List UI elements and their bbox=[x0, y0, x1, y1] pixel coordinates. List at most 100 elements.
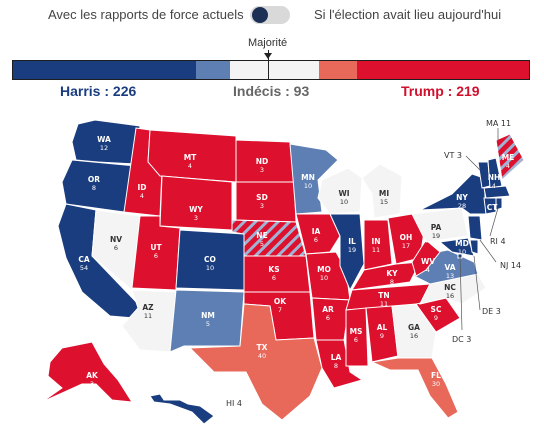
state-ut[interactable] bbox=[131, 215, 181, 291]
state-in[interactable] bbox=[363, 219, 393, 271]
state-ev-ak: 3 bbox=[90, 380, 94, 388]
state-ev-ca: 54 bbox=[80, 264, 88, 272]
state-label-ok: OK bbox=[274, 297, 287, 306]
state-ct[interactable] bbox=[483, 197, 497, 215]
state-ev-nd: 3 bbox=[260, 166, 264, 174]
state-ev-al: 9 bbox=[380, 332, 384, 340]
state-mi[interactable] bbox=[361, 163, 403, 219]
state-label-ct: CT bbox=[487, 203, 499, 212]
state-ma[interactable] bbox=[483, 185, 511, 199]
state-ev-fl: 30 bbox=[432, 380, 440, 388]
state-label-fl: FL bbox=[431, 371, 441, 380]
state-label-tx: TX bbox=[257, 343, 268, 352]
state-tx[interactable] bbox=[188, 303, 323, 421]
scenario-toggle-row: Avec les rapports de force actuels Si l'… bbox=[0, 0, 544, 30]
state-wa[interactable] bbox=[71, 119, 141, 165]
state-ev-mo: 10 bbox=[320, 274, 328, 282]
state-or[interactable] bbox=[61, 159, 137, 213]
state-ev-ny: 28 bbox=[458, 202, 466, 210]
state-ev-oh: 17 bbox=[402, 242, 410, 250]
state-label-me: ME bbox=[502, 153, 515, 162]
state-label-al: AL bbox=[377, 323, 388, 332]
bar-segment-trump-lean bbox=[318, 61, 358, 79]
state-label-mo: MO bbox=[317, 265, 331, 274]
state-nj[interactable] bbox=[467, 215, 483, 241]
state-label-ky: KY bbox=[386, 269, 398, 278]
state-ev-wv: 4 bbox=[426, 266, 430, 274]
state-pa[interactable] bbox=[411, 207, 469, 243]
state-ev-az: 11 bbox=[144, 312, 152, 320]
state-ev-ky: 8 bbox=[390, 278, 394, 286]
state-label-ut: UT bbox=[150, 243, 162, 252]
scenario-toggle-switch[interactable] bbox=[250, 6, 290, 24]
state-label-oh: OH bbox=[400, 233, 413, 242]
electoral-votes-bar bbox=[12, 60, 530, 80]
state-label-ms: MS bbox=[350, 327, 363, 336]
state-ev-nv: 6 bbox=[114, 244, 118, 252]
state-label-nh: NH bbox=[488, 173, 501, 182]
state-nm[interactable] bbox=[169, 289, 245, 353]
state-fl[interactable] bbox=[370, 357, 459, 419]
de-callout: DE 3 bbox=[482, 307, 501, 316]
state-ev-mn: 10 bbox=[304, 182, 312, 190]
state-la[interactable] bbox=[315, 339, 364, 389]
state-me[interactable] bbox=[495, 133, 525, 181]
state-ev-ms: 6 bbox=[354, 336, 358, 344]
state-ev-va: 13 bbox=[446, 272, 454, 280]
state-ga[interactable] bbox=[391, 303, 437, 359]
state-label-mi: MI bbox=[379, 189, 389, 198]
state-ev-ut: 6 bbox=[154, 252, 158, 260]
bar-segment-trump-solid bbox=[357, 61, 529, 79]
current-polls-label[interactable]: Avec les rapports de force actuels bbox=[48, 7, 244, 22]
state-label-ia: IA bbox=[312, 227, 321, 236]
state-label-la: LA bbox=[331, 353, 342, 362]
state-ev-sd: 3 bbox=[260, 202, 264, 210]
state-ny[interactable] bbox=[419, 173, 487, 215]
dc-callout: DC 3 bbox=[452, 335, 471, 344]
state-ev-il: 19 bbox=[348, 246, 356, 254]
state-ev-id: 4 bbox=[140, 192, 144, 200]
state-ks[interactable] bbox=[243, 255, 311, 293]
state-label-id: ID bbox=[137, 183, 146, 192]
state-label-il: IL bbox=[348, 237, 356, 246]
state-ak[interactable] bbox=[41, 341, 133, 403]
state-de[interactable] bbox=[469, 239, 479, 255]
state-label-or: OR bbox=[88, 175, 100, 184]
state-label-md: MD bbox=[455, 239, 469, 248]
state-ev-ia: 6 bbox=[314, 236, 318, 244]
state-label-ks: KS bbox=[268, 265, 279, 274]
majority-label: Majorité bbox=[248, 37, 288, 49]
state-label-wi: WI bbox=[338, 189, 349, 198]
state-label-az: AZ bbox=[142, 303, 154, 312]
state-label-ga: GA bbox=[408, 323, 420, 332]
state-label-mn: MN bbox=[301, 173, 315, 182]
state-ia[interactable] bbox=[295, 213, 341, 255]
state-label-wy: WY bbox=[189, 205, 203, 214]
state-ev-ar: 6 bbox=[326, 314, 330, 322]
state-wi[interactable] bbox=[317, 167, 363, 215]
state-ms[interactable] bbox=[345, 307, 369, 367]
state-ev-or: 8 bbox=[92, 184, 96, 192]
state-il[interactable] bbox=[329, 213, 365, 292]
hi-callout: HI 4 bbox=[226, 399, 242, 408]
election-today-label[interactable]: Si l'élection avait lieu aujourd'hui bbox=[314, 7, 502, 22]
ma-callout: MA 11 bbox=[486, 119, 511, 128]
state-ev-ok: 7 bbox=[278, 306, 282, 314]
state-ev-sc: 9 bbox=[434, 314, 438, 322]
state-ev-tn: 11 bbox=[380, 300, 388, 308]
state-md[interactable] bbox=[438, 237, 475, 257]
us-electoral-map: WA12OR8CA54NV6ID4MT4WY3UT6AZ11CO10NM5ND3… bbox=[41, 119, 525, 425]
state-ev-pa: 19 bbox=[432, 232, 440, 240]
nj-callout: NJ 14 bbox=[500, 261, 521, 270]
state-ev-la: 8 bbox=[334, 362, 338, 370]
state-label-wv: WV bbox=[421, 257, 435, 266]
state-ev-wi: 10 bbox=[340, 198, 348, 206]
state-hi[interactable] bbox=[149, 393, 215, 425]
state-sd[interactable] bbox=[235, 181, 297, 223]
state-label-ar: AR bbox=[322, 305, 334, 314]
state-oh[interactable] bbox=[387, 213, 425, 265]
state-wv[interactable] bbox=[411, 239, 441, 277]
state-ev-mi: 15 bbox=[380, 198, 388, 206]
state-ri[interactable] bbox=[495, 197, 503, 211]
state-ev-wa: 12 bbox=[100, 144, 108, 152]
